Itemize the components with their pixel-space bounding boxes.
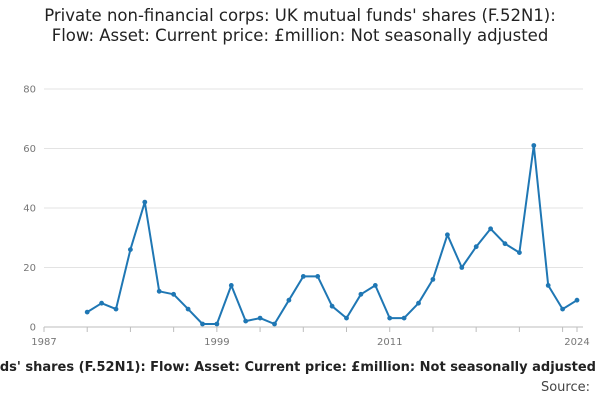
- data-point: [387, 315, 393, 321]
- x-axis: 1987 1999 2011 2024: [31, 326, 590, 348]
- data-point: [200, 321, 205, 327]
- x-tick-label: 1999: [204, 337, 229, 348]
- data-point: [430, 277, 436, 282]
- grid-lines: [44, 88, 583, 268]
- data-point: [329, 303, 335, 309]
- data-point: [459, 265, 465, 270]
- data-point: [531, 143, 537, 148]
- data-point: [545, 283, 551, 288]
- chart-title: Private non-financial corps: UK mutual f…: [44, 6, 556, 45]
- y-tick-label: 20: [23, 263, 36, 274]
- data-point: [416, 300, 421, 306]
- data-point: [401, 315, 407, 321]
- data-point: [113, 306, 119, 312]
- data-point: [156, 288, 162, 294]
- y-tick-label: 40: [23, 204, 36, 215]
- data-point: [84, 309, 90, 315]
- footer-source: Source:: [540, 380, 590, 395]
- data-point: [358, 291, 364, 297]
- data-point: [315, 274, 321, 279]
- data-point: [560, 306, 565, 312]
- data-point: [272, 321, 277, 327]
- data-point: [300, 274, 306, 279]
- data-point: [171, 291, 177, 297]
- x-tick-label: 2024: [564, 337, 589, 348]
- data-point: [473, 244, 479, 250]
- y-tick-label: 60: [23, 144, 36, 155]
- y-tick-label: 0: [30, 323, 36, 334]
- data-series: [84, 143, 580, 327]
- y-axis: 0 20 40 60 80: [23, 85, 36, 334]
- footer-caption: Private non-financial corps: UK mutual f…: [0, 360, 596, 375]
- series-line: [86, 144, 578, 325]
- x-tick-label: 1987: [31, 337, 56, 348]
- data-point: [372, 283, 378, 288]
- y-tick-label: 80: [23, 85, 36, 96]
- data-point: [344, 315, 349, 321]
- data-point: [127, 247, 133, 253]
- x-tick-label: 2011: [377, 337, 402, 348]
- data-point: [185, 306, 191, 312]
- data-point: [99, 300, 104, 306]
- data-point: [243, 318, 249, 324]
- data-point: [257, 315, 263, 321]
- data-point: [488, 226, 493, 232]
- data-point: [502, 241, 508, 247]
- data-point: [142, 199, 148, 205]
- data-point: [445, 232, 450, 238]
- data-point: [517, 250, 522, 256]
- data-point: [574, 297, 580, 303]
- data-point: [228, 283, 234, 288]
- data-point: [214, 321, 220, 327]
- data-point: [286, 297, 292, 303]
- line-chart: 0 20 40 60 80 1987 1999 2011 2024: [23, 85, 590, 349]
